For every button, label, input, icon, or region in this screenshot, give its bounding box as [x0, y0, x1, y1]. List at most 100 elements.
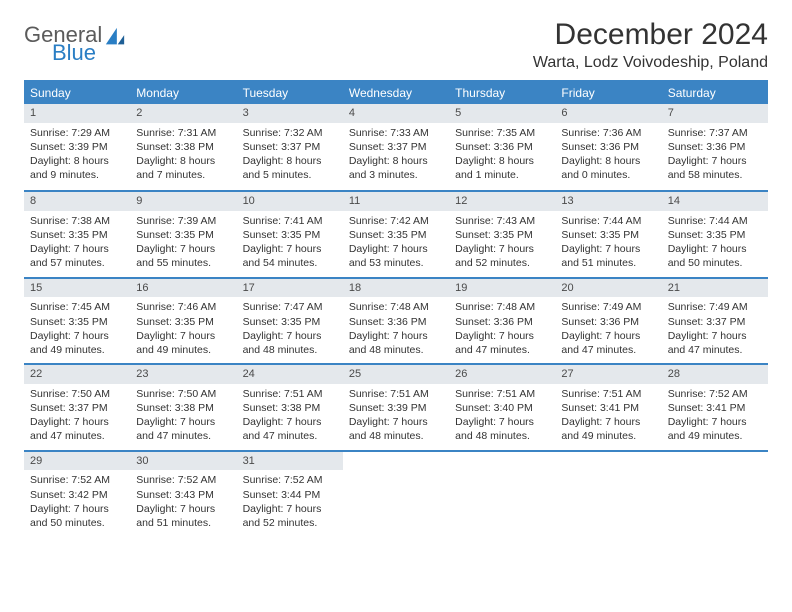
calendar-cell: 19Sunrise: 7:48 AMSunset: 3:36 PMDayligh…	[449, 277, 555, 364]
day-number: 4	[343, 104, 449, 123]
daylight-text: Daylight: 7 hours and 52 minutes.	[243, 502, 337, 530]
daylight-text: Daylight: 7 hours and 48 minutes.	[349, 329, 443, 357]
sunrise-text: Sunrise: 7:37 AM	[668, 126, 762, 140]
sunrise-text: Sunrise: 7:43 AM	[455, 214, 549, 228]
calendar-cell: 29Sunrise: 7:52 AMSunset: 3:42 PMDayligh…	[24, 450, 130, 537]
sunset-text: Sunset: 3:39 PM	[349, 401, 443, 415]
calendar-cell-empty	[555, 450, 661, 537]
sunset-text: Sunset: 3:41 PM	[561, 401, 655, 415]
day-number: 23	[130, 365, 236, 384]
sunset-text: Sunset: 3:38 PM	[136, 140, 230, 154]
day-number: 6	[555, 104, 661, 123]
calendar-cell: 22Sunrise: 7:50 AMSunset: 3:37 PMDayligh…	[24, 363, 130, 450]
day-number: 9	[130, 192, 236, 211]
cell-body: Sunrise: 7:41 AMSunset: 3:35 PMDaylight:…	[237, 211, 343, 277]
cell-body: Sunrise: 7:51 AMSunset: 3:40 PMDaylight:…	[449, 384, 555, 450]
calendar-cell: 11Sunrise: 7:42 AMSunset: 3:35 PMDayligh…	[343, 190, 449, 277]
cell-body: Sunrise: 7:48 AMSunset: 3:36 PMDaylight:…	[449, 297, 555, 363]
calendar-cell: 17Sunrise: 7:47 AMSunset: 3:35 PMDayligh…	[237, 277, 343, 364]
day-number: 21	[662, 279, 768, 298]
day-number: 26	[449, 365, 555, 384]
calendar-cell: 16Sunrise: 7:46 AMSunset: 3:35 PMDayligh…	[130, 277, 236, 364]
cell-body: Sunrise: 7:36 AMSunset: 3:36 PMDaylight:…	[555, 123, 661, 189]
sunrise-text: Sunrise: 7:33 AM	[349, 126, 443, 140]
sunset-text: Sunset: 3:44 PM	[243, 488, 337, 502]
sunrise-text: Sunrise: 7:52 AM	[136, 473, 230, 487]
daylight-text: Daylight: 8 hours and 3 minutes.	[349, 154, 443, 182]
logo: General Blue	[24, 18, 126, 64]
sunrise-text: Sunrise: 7:51 AM	[455, 387, 549, 401]
daylight-text: Daylight: 7 hours and 58 minutes.	[668, 154, 762, 182]
day-number: 24	[237, 365, 343, 384]
daylight-text: Daylight: 7 hours and 47 minutes.	[243, 415, 337, 443]
daylight-text: Daylight: 7 hours and 52 minutes.	[455, 242, 549, 270]
sunset-text: Sunset: 3:43 PM	[136, 488, 230, 502]
sunset-text: Sunset: 3:38 PM	[243, 401, 337, 415]
dayhead-monday: Monday	[130, 82, 236, 104]
sunrise-text: Sunrise: 7:50 AM	[136, 387, 230, 401]
daylight-text: Daylight: 7 hours and 57 minutes.	[30, 242, 124, 270]
sunrise-text: Sunrise: 7:42 AM	[349, 214, 443, 228]
daylight-text: Daylight: 7 hours and 54 minutes.	[243, 242, 337, 270]
cell-body: Sunrise: 7:35 AMSunset: 3:36 PMDaylight:…	[449, 123, 555, 189]
sunset-text: Sunset: 3:35 PM	[243, 315, 337, 329]
page-subtitle: Warta, Lodz Voivodeship, Poland	[533, 54, 768, 72]
sunrise-text: Sunrise: 7:36 AM	[561, 126, 655, 140]
calendar-cell: 6Sunrise: 7:36 AMSunset: 3:36 PMDaylight…	[555, 104, 661, 190]
day-number: 20	[555, 279, 661, 298]
daylight-text: Daylight: 7 hours and 53 minutes.	[349, 242, 443, 270]
cell-body: Sunrise: 7:52 AMSunset: 3:43 PMDaylight:…	[130, 470, 236, 536]
sunset-text: Sunset: 3:37 PM	[30, 401, 124, 415]
cell-body: Sunrise: 7:50 AMSunset: 3:37 PMDaylight:…	[24, 384, 130, 450]
sunset-text: Sunset: 3:37 PM	[668, 315, 762, 329]
sunrise-text: Sunrise: 7:35 AM	[455, 126, 549, 140]
cell-body: Sunrise: 7:52 AMSunset: 3:41 PMDaylight:…	[662, 384, 768, 450]
daylight-text: Daylight: 8 hours and 7 minutes.	[136, 154, 230, 182]
daylight-text: Daylight: 7 hours and 47 minutes.	[136, 415, 230, 443]
sunrise-text: Sunrise: 7:47 AM	[243, 300, 337, 314]
sunset-text: Sunset: 3:35 PM	[668, 228, 762, 242]
calendar-cell: 2Sunrise: 7:31 AMSunset: 3:38 PMDaylight…	[130, 104, 236, 190]
calendar-cell: 10Sunrise: 7:41 AMSunset: 3:35 PMDayligh…	[237, 190, 343, 277]
sunset-text: Sunset: 3:37 PM	[243, 140, 337, 154]
calendar-cell: 12Sunrise: 7:43 AMSunset: 3:35 PMDayligh…	[449, 190, 555, 277]
sunrise-text: Sunrise: 7:52 AM	[668, 387, 762, 401]
logo-sail-icon	[104, 26, 126, 48]
sunset-text: Sunset: 3:36 PM	[561, 140, 655, 154]
day-number: 3	[237, 104, 343, 123]
sunrise-text: Sunrise: 7:52 AM	[30, 473, 124, 487]
page-title: December 2024	[533, 18, 768, 52]
day-number: 15	[24, 279, 130, 298]
calendar-cell: 20Sunrise: 7:49 AMSunset: 3:36 PMDayligh…	[555, 277, 661, 364]
calendar-cell: 26Sunrise: 7:51 AMSunset: 3:40 PMDayligh…	[449, 363, 555, 450]
cell-body: Sunrise: 7:49 AMSunset: 3:37 PMDaylight:…	[662, 297, 768, 363]
sunset-text: Sunset: 3:35 PM	[243, 228, 337, 242]
sunrise-text: Sunrise: 7:38 AM	[30, 214, 124, 228]
daylight-text: Daylight: 7 hours and 49 minutes.	[30, 329, 124, 357]
page: General Blue December 2024 Warta, Lodz V…	[0, 0, 792, 554]
dayhead-sunday: Sunday	[24, 82, 130, 104]
day-number: 29	[24, 452, 130, 471]
calendar-cell: 4Sunrise: 7:33 AMSunset: 3:37 PMDaylight…	[343, 104, 449, 190]
day-number: 27	[555, 365, 661, 384]
sunrise-text: Sunrise: 7:51 AM	[349, 387, 443, 401]
day-number: 10	[237, 192, 343, 211]
cell-body: Sunrise: 7:37 AMSunset: 3:36 PMDaylight:…	[662, 123, 768, 189]
cell-body: Sunrise: 7:51 AMSunset: 3:39 PMDaylight:…	[343, 384, 449, 450]
cell-body: Sunrise: 7:42 AMSunset: 3:35 PMDaylight:…	[343, 211, 449, 277]
daylight-text: Daylight: 7 hours and 48 minutes.	[243, 329, 337, 357]
sunset-text: Sunset: 3:35 PM	[455, 228, 549, 242]
day-number: 1	[24, 104, 130, 123]
day-number: 18	[343, 279, 449, 298]
day-number: 14	[662, 192, 768, 211]
sunrise-text: Sunrise: 7:29 AM	[30, 126, 124, 140]
sunrise-text: Sunrise: 7:49 AM	[561, 300, 655, 314]
daylight-text: Daylight: 7 hours and 49 minutes.	[668, 415, 762, 443]
day-number: 2	[130, 104, 236, 123]
calendar-cell: 1Sunrise: 7:29 AMSunset: 3:39 PMDaylight…	[24, 104, 130, 190]
calendar-cell: 28Sunrise: 7:52 AMSunset: 3:41 PMDayligh…	[662, 363, 768, 450]
cell-body: Sunrise: 7:39 AMSunset: 3:35 PMDaylight:…	[130, 211, 236, 277]
sunset-text: Sunset: 3:36 PM	[561, 315, 655, 329]
sunrise-text: Sunrise: 7:48 AM	[349, 300, 443, 314]
calendar-cell: 5Sunrise: 7:35 AMSunset: 3:36 PMDaylight…	[449, 104, 555, 190]
